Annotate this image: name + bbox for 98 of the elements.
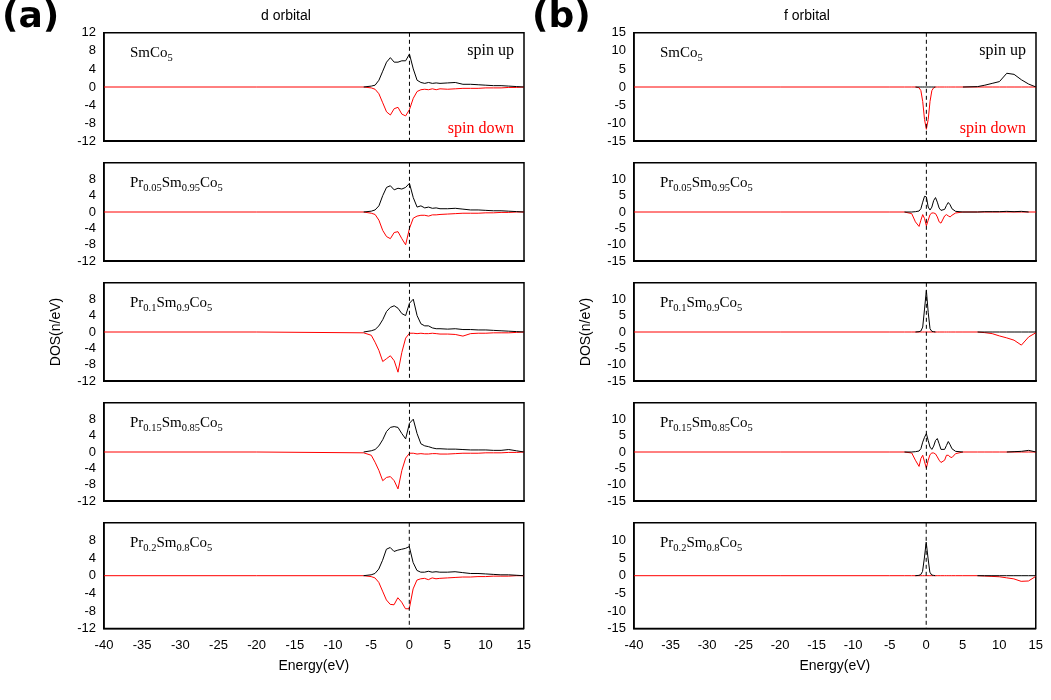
y-tick-label: 0 <box>88 203 96 219</box>
y-tick-label: 12 <box>81 24 96 40</box>
chart-title: d orbital <box>261 7 311 24</box>
y-axis-title: DOS(n/eV) <box>577 297 594 367</box>
series-label: spin up <box>979 40 1026 59</box>
y-tick-label: 4 <box>88 427 96 443</box>
y-tick-label: 0 <box>88 443 96 459</box>
x-tick-label: -5 <box>883 636 896 652</box>
y-tick-label: -5 <box>614 339 626 355</box>
y-tick-label: 0 <box>618 78 626 94</box>
x-tick-label: 15 <box>1028 636 1043 652</box>
y-tick-label: 8 <box>88 290 96 306</box>
x-tick-label: -15 <box>807 636 827 652</box>
y-tick-label: -5 <box>614 459 626 475</box>
y-tick-label: 4 <box>88 187 96 203</box>
y-tick-label: 0 <box>618 443 626 459</box>
y-tick-label: 8 <box>88 532 96 548</box>
y-tick-label: -12 <box>77 372 96 388</box>
x-axis-title: Energy(eV) <box>278 657 350 674</box>
y-tick-label: -8 <box>84 476 96 492</box>
x-tick-label: 0 <box>405 636 413 652</box>
y-tick-label: 0 <box>618 323 626 339</box>
x-tick-label: -25 <box>734 636 753 652</box>
y-tick-label: -8 <box>84 602 96 618</box>
x-tick-label: -40 <box>94 636 114 652</box>
y-tick-label: 5 <box>618 187 626 203</box>
y-tick-label: -4 <box>84 96 96 112</box>
x-tick-label: -35 <box>132 636 152 652</box>
y-tick-label: 4 <box>88 307 96 323</box>
y-tick-label: 8 <box>88 170 96 186</box>
x-tick-label: -10 <box>843 636 863 652</box>
x-tick-label: -30 <box>170 636 190 652</box>
y-tick-label: 10 <box>611 290 626 306</box>
x-tick-label: -25 <box>209 636 228 652</box>
y-tick-label: -10 <box>607 602 626 618</box>
x-tick-label: 5 <box>959 636 967 652</box>
x-axis-title: Energy(eV) <box>799 657 871 674</box>
y-tick-label: -8 <box>84 356 96 372</box>
x-tick-label: 5 <box>443 636 452 652</box>
y-tick-label: -10 <box>607 356 626 372</box>
y-tick-label: -15 <box>607 372 626 388</box>
x-tick-label: -15 <box>285 636 305 652</box>
y-tick-label: -15 <box>607 620 626 636</box>
y-tick-label: 0 <box>88 567 96 583</box>
y-tick-label: -10 <box>607 114 626 130</box>
y-tick-label: -12 <box>77 252 96 268</box>
y-tick-label: -5 <box>614 584 626 600</box>
y-tick-label: 5 <box>618 427 626 443</box>
y-tick-label: 15 <box>611 24 626 40</box>
y-tick-label: 10 <box>611 410 626 426</box>
x-tick-label: -20 <box>770 636 790 652</box>
y-tick-label: 0 <box>618 203 626 219</box>
y-tick-label: -8 <box>84 236 96 252</box>
x-tick-label: 10 <box>992 636 1007 652</box>
series-label: spin up <box>467 40 514 59</box>
y-axis-title: DOS(n/eV) <box>47 297 64 367</box>
y-tick-label: -10 <box>607 236 626 252</box>
y-tick-label: 10 <box>611 532 626 548</box>
y-tick-label: -4 <box>84 584 96 600</box>
y-tick-label: 10 <box>611 42 626 58</box>
y-tick-label: 4 <box>88 549 96 565</box>
y-tick-label: 0 <box>88 78 96 94</box>
y-tick-label: -10 <box>607 476 626 492</box>
y-tick-label: 8 <box>88 42 96 58</box>
y-tick-label: 5 <box>618 60 626 76</box>
series-label: spin down <box>959 119 1026 138</box>
y-tick-label: -4 <box>84 339 96 355</box>
y-tick-label: 4 <box>88 60 96 76</box>
text: (b) <box>532 0 591 35</box>
y-tick-label: 0 <box>88 323 96 339</box>
y-tick-label: -5 <box>614 219 626 235</box>
y-tick-label: 5 <box>618 307 626 323</box>
y-tick-label: -8 <box>84 114 96 130</box>
x-tick-label: 0 <box>922 636 930 652</box>
x-tick-label: 10 <box>478 636 493 652</box>
y-tick-label: 8 <box>88 410 96 426</box>
series-label: spin down <box>447 119 514 138</box>
y-tick-label: -4 <box>84 219 96 235</box>
y-tick-label: -12 <box>77 620 96 636</box>
x-tick-label: -5 <box>365 636 377 652</box>
y-tick-label: -15 <box>607 492 626 508</box>
y-tick-label: -5 <box>614 96 626 112</box>
y-tick-label: 0 <box>618 567 626 583</box>
y-tick-label: -4 <box>84 459 96 475</box>
y-tick-label: -15 <box>607 132 626 148</box>
y-tick-label: 5 <box>618 549 626 565</box>
y-tick-label: -15 <box>607 252 626 268</box>
x-tick-label: -40 <box>624 636 644 652</box>
x-tick-label: -10 <box>323 636 343 652</box>
x-tick-label: -30 <box>697 636 717 652</box>
x-tick-label: -20 <box>247 636 267 652</box>
y-tick-label: -12 <box>77 492 96 508</box>
x-tick-label: -35 <box>661 636 680 652</box>
chart-title: f orbital <box>784 7 830 24</box>
y-tick-label: 10 <box>611 170 626 186</box>
y-tick-label: -12 <box>77 132 96 148</box>
text: (a) <box>2 0 60 35</box>
x-tick-label: 15 <box>516 636 531 652</box>
